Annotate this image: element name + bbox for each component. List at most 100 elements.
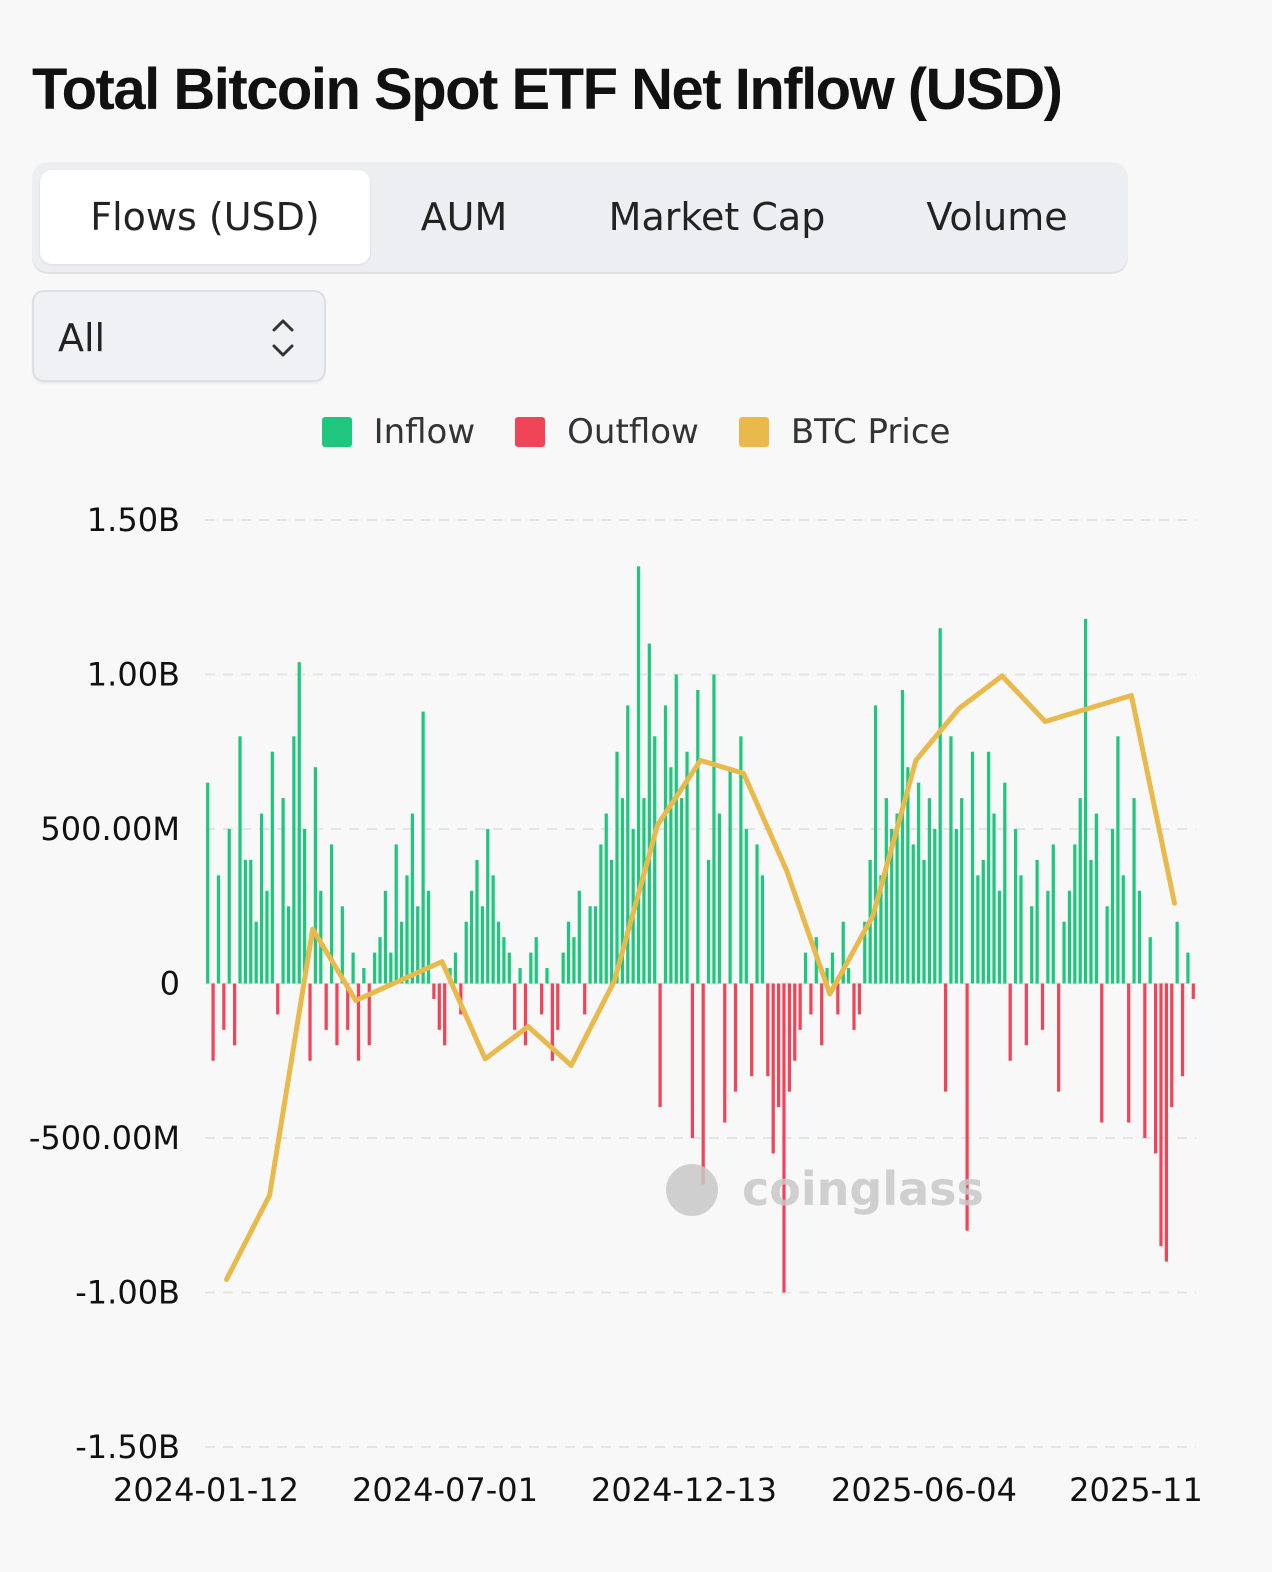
legend-swatch-outflow bbox=[515, 417, 546, 447]
inflow-bar bbox=[329, 844, 334, 984]
inflow-bar bbox=[254, 921, 258, 984]
flow-chart[interactable]: 1.50B 1.00B 500.00M 0 -500.00M -1.00B -1.50B co… bbox=[0, 470, 1272, 1530]
inflow-bar bbox=[351, 952, 355, 984]
inflow-bar bbox=[313, 767, 318, 984]
legend-item-inflow[interactable]: Inflow bbox=[321, 412, 476, 452]
inflow-bar bbox=[917, 782, 921, 984]
outflow-bar bbox=[690, 983, 695, 1138]
outflow-bar bbox=[820, 983, 824, 1046]
inflow-bar bbox=[297, 662, 301, 984]
inflow-bar bbox=[712, 674, 716, 984]
outflow-bar bbox=[513, 983, 517, 1030]
inflow-bar bbox=[636, 566, 641, 984]
inflow-bar bbox=[566, 921, 571, 984]
inflow-bar bbox=[534, 937, 538, 984]
outflow-bar bbox=[437, 983, 441, 1030]
inflow-bar bbox=[873, 705, 878, 984]
outflow-bar bbox=[523, 983, 528, 1046]
inflow-bar bbox=[970, 751, 975, 984]
inflow-bar bbox=[825, 968, 829, 984]
inflow-bar bbox=[572, 937, 576, 984]
outflow-bar bbox=[771, 983, 775, 1154]
inflow-bar bbox=[949, 736, 953, 984]
inflow-bar bbox=[303, 829, 307, 984]
inflow-bar bbox=[1089, 859, 1093, 984]
inflow-bar bbox=[1013, 829, 1018, 984]
inflow-bar bbox=[890, 829, 894, 984]
inflow-bar bbox=[480, 906, 484, 984]
outflow-bar bbox=[276, 983, 280, 1015]
btc-price-line bbox=[224, 673, 1177, 1282]
outflow-bar bbox=[787, 983, 791, 1092]
outflow-bar bbox=[1057, 983, 1061, 1092]
tab-flows-usd[interactable]: Flows (USD) bbox=[40, 170, 370, 264]
inflow-bar bbox=[486, 829, 490, 984]
tab-market-cap[interactable]: Market Cap bbox=[608, 195, 826, 239]
inflow-bar bbox=[206, 782, 210, 984]
inflow-bar bbox=[846, 968, 851, 984]
outflow-bar bbox=[550, 983, 555, 1061]
inflow-bar bbox=[227, 829, 231, 984]
inflow-bar bbox=[1116, 736, 1120, 984]
inflow-bar bbox=[992, 813, 996, 984]
range-select-value: All bbox=[58, 316, 106, 360]
inflow-bar bbox=[1019, 875, 1023, 984]
y-tick-label: -500.00M bbox=[29, 1119, 180, 1157]
inflow-bar bbox=[259, 813, 264, 984]
legend-item-outflow[interactable]: Outflow bbox=[515, 412, 699, 452]
legend-swatch-inflow bbox=[321, 417, 352, 447]
inflow-bar bbox=[755, 844, 759, 984]
coinglass-logo-icon bbox=[666, 1164, 718, 1216]
inflow-bar bbox=[421, 711, 425, 984]
inflow-bar bbox=[884, 798, 888, 984]
outflow-bar bbox=[1024, 983, 1028, 1046]
tab-bar: Flows (USD) AUM Market Cap Volume bbox=[32, 162, 1128, 272]
tab-volume[interactable]: Volume bbox=[926, 195, 1068, 239]
outflow-bar bbox=[583, 983, 587, 1015]
watermark-text: coinglass bbox=[742, 1162, 984, 1216]
inflow-bar bbox=[399, 921, 404, 984]
inflow-bar bbox=[706, 859, 711, 984]
inflow-bar bbox=[249, 859, 253, 984]
outflow-bar bbox=[723, 983, 727, 1123]
legend-item-btc-price[interactable]: BTC Price bbox=[738, 412, 951, 452]
outflow-bar bbox=[943, 983, 948, 1092]
inflow-bar bbox=[927, 798, 932, 984]
inflow-bar bbox=[281, 798, 285, 984]
inflow-bar bbox=[383, 890, 388, 984]
outflow-bar bbox=[1143, 983, 1147, 1138]
inflow-bar bbox=[475, 859, 479, 984]
outflow-bar bbox=[324, 983, 328, 1030]
x-tick-label: 2025-11 bbox=[1069, 1471, 1203, 1509]
y-tick-label: 0 bbox=[160, 965, 180, 1003]
inflow-bar bbox=[588, 906, 592, 984]
inflow-bar bbox=[362, 968, 366, 984]
inflow-bar bbox=[464, 921, 468, 984]
legend-swatch-btc-price bbox=[738, 417, 769, 447]
tab-aum[interactable]: AUM bbox=[420, 195, 508, 239]
outflow-bar bbox=[658, 983, 662, 1108]
y-tick-label: 1.00B bbox=[87, 656, 180, 694]
inflow-bar bbox=[394, 844, 398, 984]
range-select[interactable]: All bbox=[32, 290, 326, 382]
inflow-bar bbox=[561, 952, 565, 984]
inflow-bar bbox=[1175, 921, 1179, 984]
inflow-bar bbox=[599, 844, 603, 984]
inflow-bar bbox=[1148, 937, 1152, 984]
inflow-bar bbox=[960, 798, 964, 984]
inflow-bar bbox=[405, 875, 409, 984]
chart-legend: Inflow Outflow BTC Price bbox=[0, 412, 1272, 452]
outflow-bar bbox=[443, 983, 447, 1046]
outflow-bar bbox=[857, 983, 861, 1015]
inflow-bar bbox=[895, 813, 899, 984]
inflow-bar bbox=[373, 952, 377, 984]
inflow-bar bbox=[286, 906, 291, 984]
inflow-bar bbox=[803, 952, 808, 984]
outflow-bar bbox=[1153, 983, 1158, 1154]
inflow-bar bbox=[685, 751, 689, 984]
legend-label-inflow: Inflow bbox=[373, 412, 476, 452]
outflow-bar bbox=[556, 983, 560, 1030]
legend-label-btc-price: BTC Price bbox=[790, 412, 951, 452]
inflow-bar bbox=[1030, 906, 1034, 984]
inflow-bar bbox=[1062, 921, 1066, 984]
